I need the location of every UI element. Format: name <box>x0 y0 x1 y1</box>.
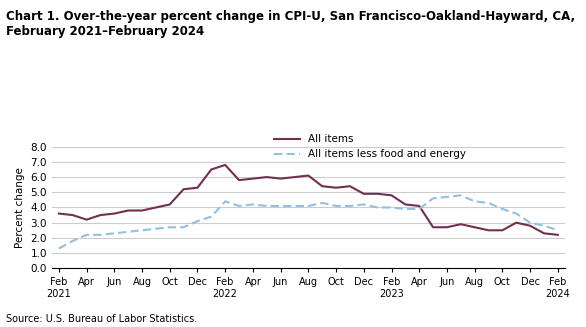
Text: Source: U.S. Bureau of Labor Statistics.: Source: U.S. Bureau of Labor Statistics. <box>6 314 197 324</box>
Y-axis label: Percent change: Percent change <box>15 167 25 248</box>
Text: Chart 1. Over-the-year percent change in CPI-U, San Francisco-Oakland-Hayward, C: Chart 1. Over-the-year percent change in… <box>6 10 575 38</box>
Legend: All items, All items less food and energy: All items, All items less food and energ… <box>270 130 470 164</box>
